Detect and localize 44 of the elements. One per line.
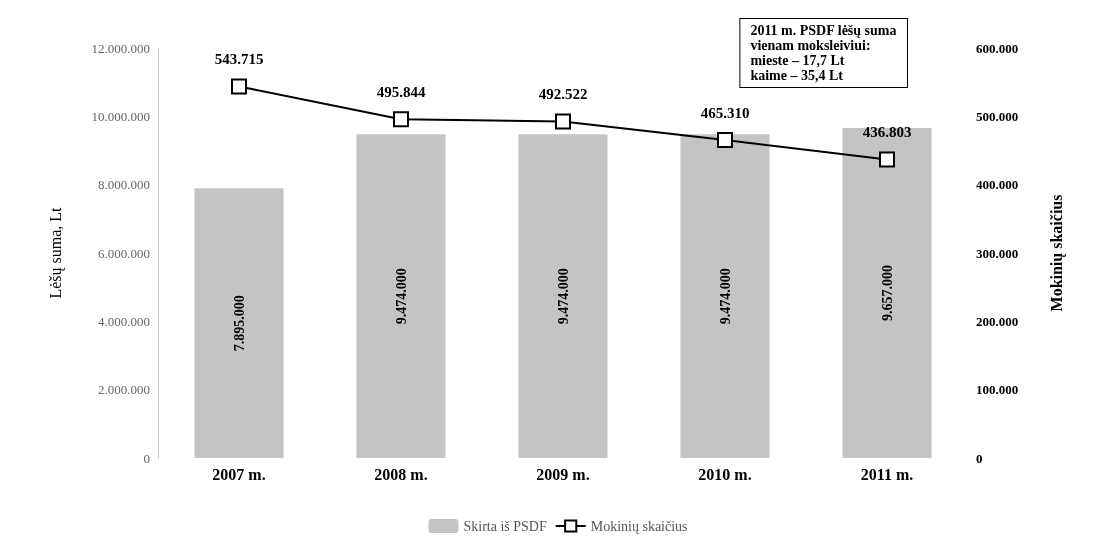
y-tick-label: 4.000.000 [98, 313, 150, 329]
y-tick-label: 10.000.000 [91, 108, 150, 124]
x-tick-label: 2007 m. [212, 465, 266, 483]
data-label: 9.474.000 [555, 268, 571, 325]
y-tick-label: 6.000.000 [98, 245, 150, 261]
y-tick-label: 2.000.000 [98, 382, 150, 398]
y-tick-label: 0 [143, 450, 150, 466]
data-label: 465.310 [700, 104, 750, 121]
bar [518, 134, 608, 458]
y2-tick-label: 100.000 [976, 382, 1019, 398]
x-tick-label: 2010 m. [698, 465, 752, 483]
y2-axis-title: Mokinių skaičius [1047, 194, 1066, 312]
y2-tick-label: 500.000 [976, 108, 1019, 124]
bar [842, 128, 932, 458]
y-tick-label: 12.000.000 [91, 40, 150, 56]
y2-tick-label: 0 [976, 450, 983, 466]
y-tick-label: 8.000.000 [98, 177, 150, 193]
annotation: 2011 m. PSDF lėšų suma vienam moksleiviui: mieste – 17,7 Lt kaime – 35,4 Lt [750, 23, 897, 83]
point [393, 111, 409, 128]
data-label: 492.522 [538, 85, 588, 102]
x-tick-label: 2008 m. [374, 465, 428, 483]
data-label: 9.474.000 [717, 268, 733, 325]
point [555, 113, 571, 130]
data-label: 9.657.000 [879, 265, 895, 322]
y2-tick-label: 300.000 [976, 245, 1019, 261]
y2-tick-label: 200.000 [976, 313, 1019, 329]
data-label: 9.474.000 [393, 268, 409, 325]
x-tick-label: 2009 m. [536, 465, 590, 483]
data-label: 543.715 [214, 50, 264, 67]
y2-tick-label: 600.000 [976, 40, 1019, 56]
point [231, 78, 247, 95]
data-label: 495.844 [376, 83, 426, 100]
bar [680, 134, 770, 458]
point [717, 132, 733, 149]
legend-label: Skirta iš PSDF [463, 518, 547, 534]
data-label: 7.895.000 [231, 295, 247, 352]
y-axis-title: Lėšų suma, Lt [46, 206, 65, 299]
point [879, 151, 895, 168]
y2-tick-label: 400.000 [976, 177, 1019, 193]
bar [356, 134, 446, 458]
x-tick-label: 2011 m. [860, 465, 914, 483]
data-label: 436.803 [862, 124, 912, 141]
legend-label: Mokinių skaičius [590, 518, 688, 534]
bar [194, 188, 284, 458]
